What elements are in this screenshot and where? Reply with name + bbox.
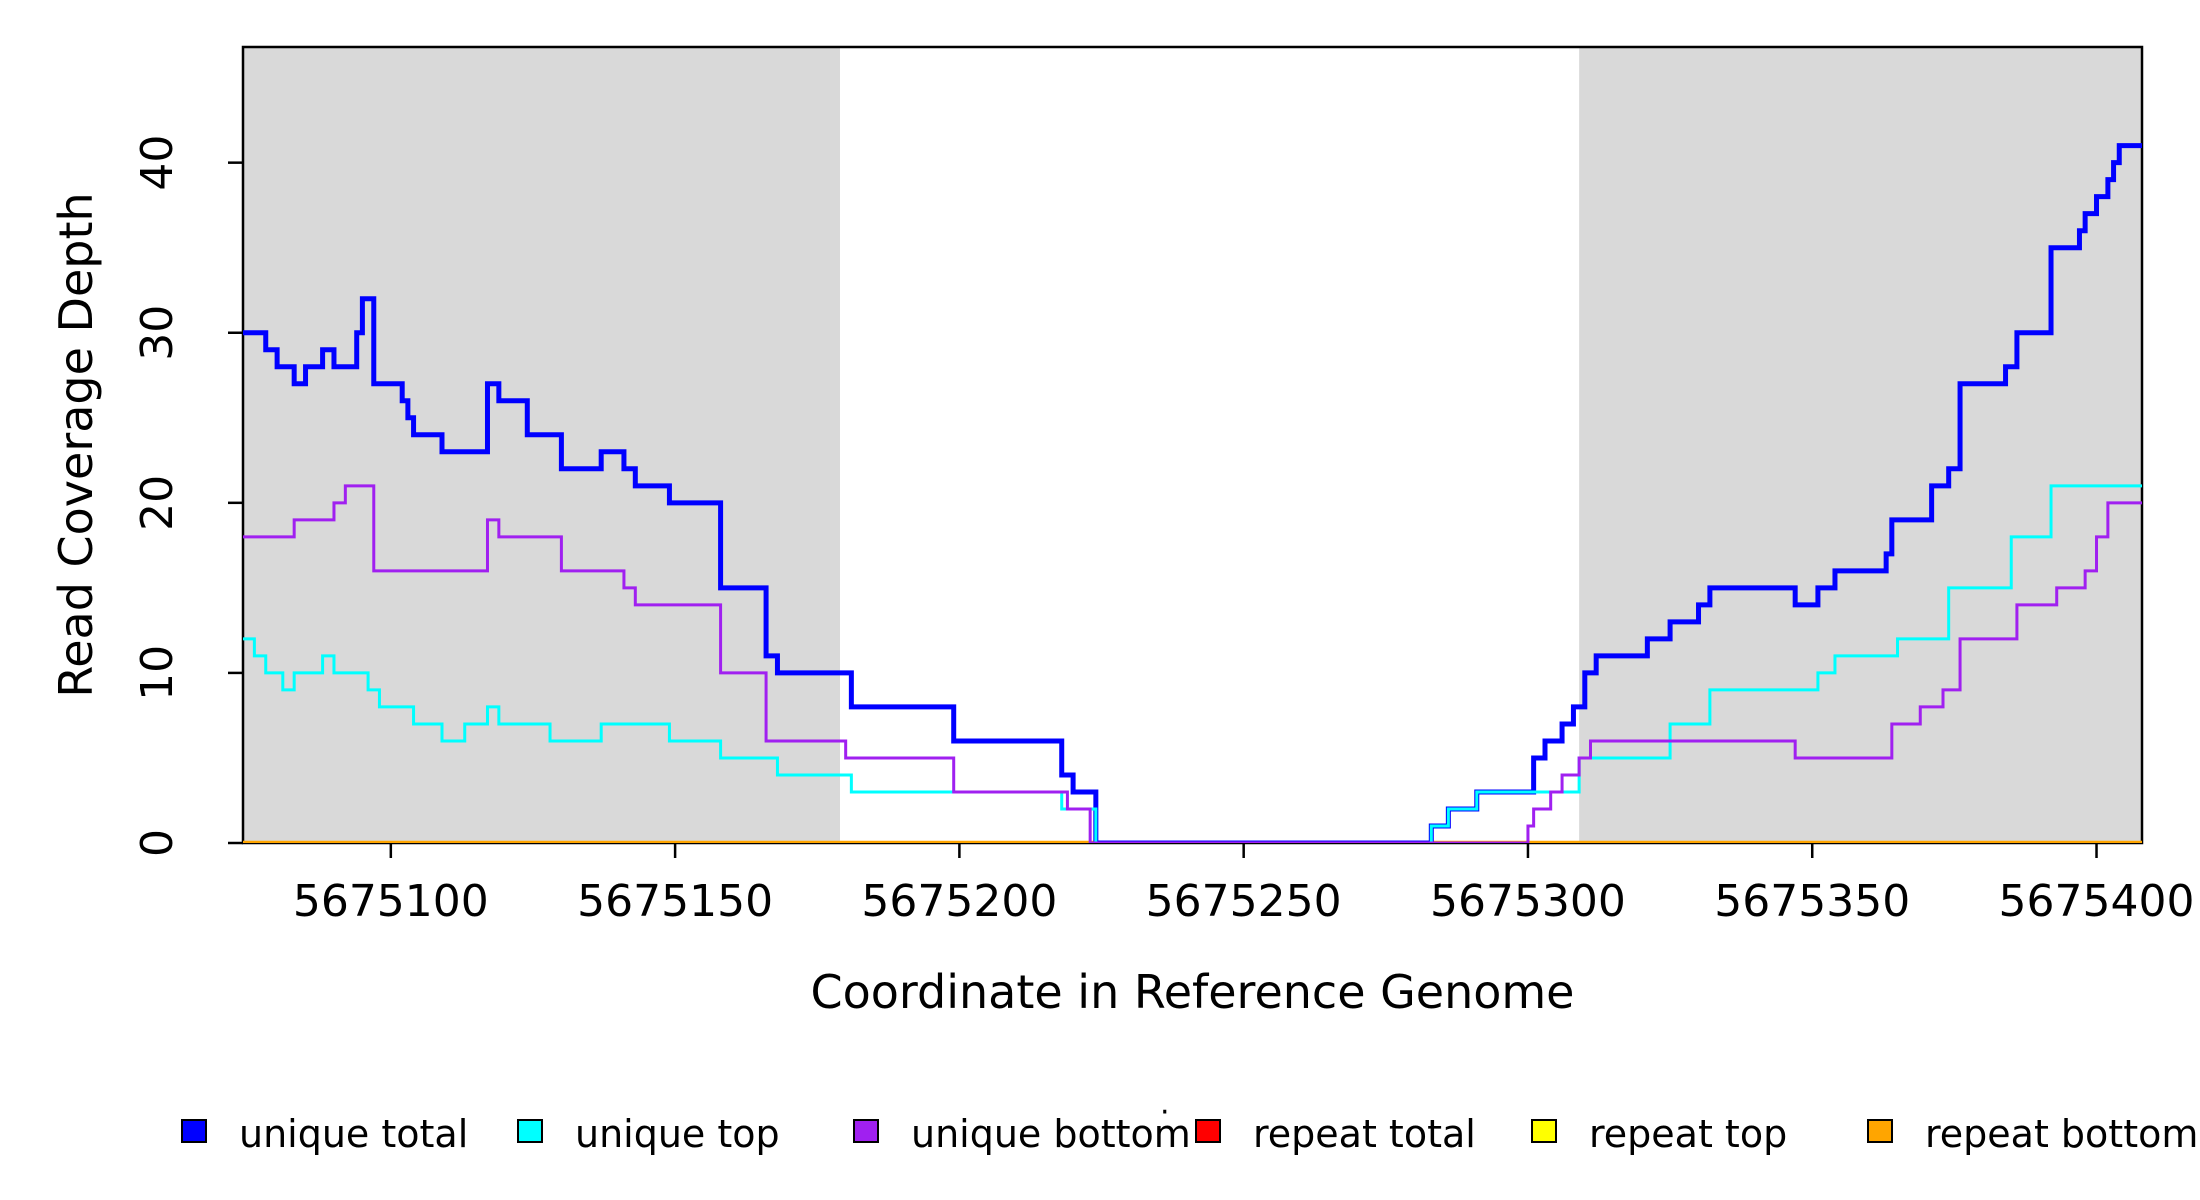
unique-top-line <box>243 484 2142 843</box>
unique-bottom-line <box>243 484 2142 843</box>
y-axis-title: Read Coverage Depth <box>49 192 103 697</box>
x-tick-label: 5675400 <box>1999 876 2195 927</box>
legend-label-unique-bottom: unique bottom <box>911 1112 1191 1156</box>
legend-label-repeat-total: repeat total <box>1253 1112 1476 1156</box>
x-tick-label: 5675200 <box>861 876 1057 927</box>
x-tick-label: 5675250 <box>1146 876 1342 927</box>
y-tick-label: 20 <box>132 475 183 531</box>
y-tick-label: 30 <box>132 305 183 361</box>
y-tick-label: 10 <box>132 645 183 701</box>
y-tick-label: 0 <box>132 829 183 857</box>
shaded-region-left <box>243 47 840 843</box>
shaded-region-right <box>1579 47 2142 843</box>
x-axis-title: Coordinate in Reference Genome <box>811 965 1575 1019</box>
x-tick-label: 5675300 <box>1430 876 1626 927</box>
x-tick-label: 5675350 <box>1714 876 1910 927</box>
legend-label-repeat-bottom: repeat bottom <box>1925 1112 2198 1156</box>
legend-swatch-unique-bottom <box>853 1119 879 1143</box>
legend-label-repeat-top: repeat top <box>1589 1112 1787 1156</box>
legend-swatch-repeat-top <box>1531 1119 1557 1143</box>
x-tick-label: 5675100 <box>293 876 489 927</box>
legend-stray-dot: · <box>1160 1095 1170 1130</box>
legend-label-unique-top: unique top <box>575 1112 780 1156</box>
legend-swatch-repeat-bottom <box>1867 1119 1893 1143</box>
legend-label-unique-total: unique total <box>239 1112 468 1156</box>
legend-swatch-unique-total <box>181 1119 207 1143</box>
legend-swatch-unique-top <box>517 1119 543 1143</box>
y-tick-label: 40 <box>132 135 183 191</box>
legend-swatch-repeat-total <box>1195 1119 1221 1143</box>
x-tick-label: 5675150 <box>577 876 773 927</box>
